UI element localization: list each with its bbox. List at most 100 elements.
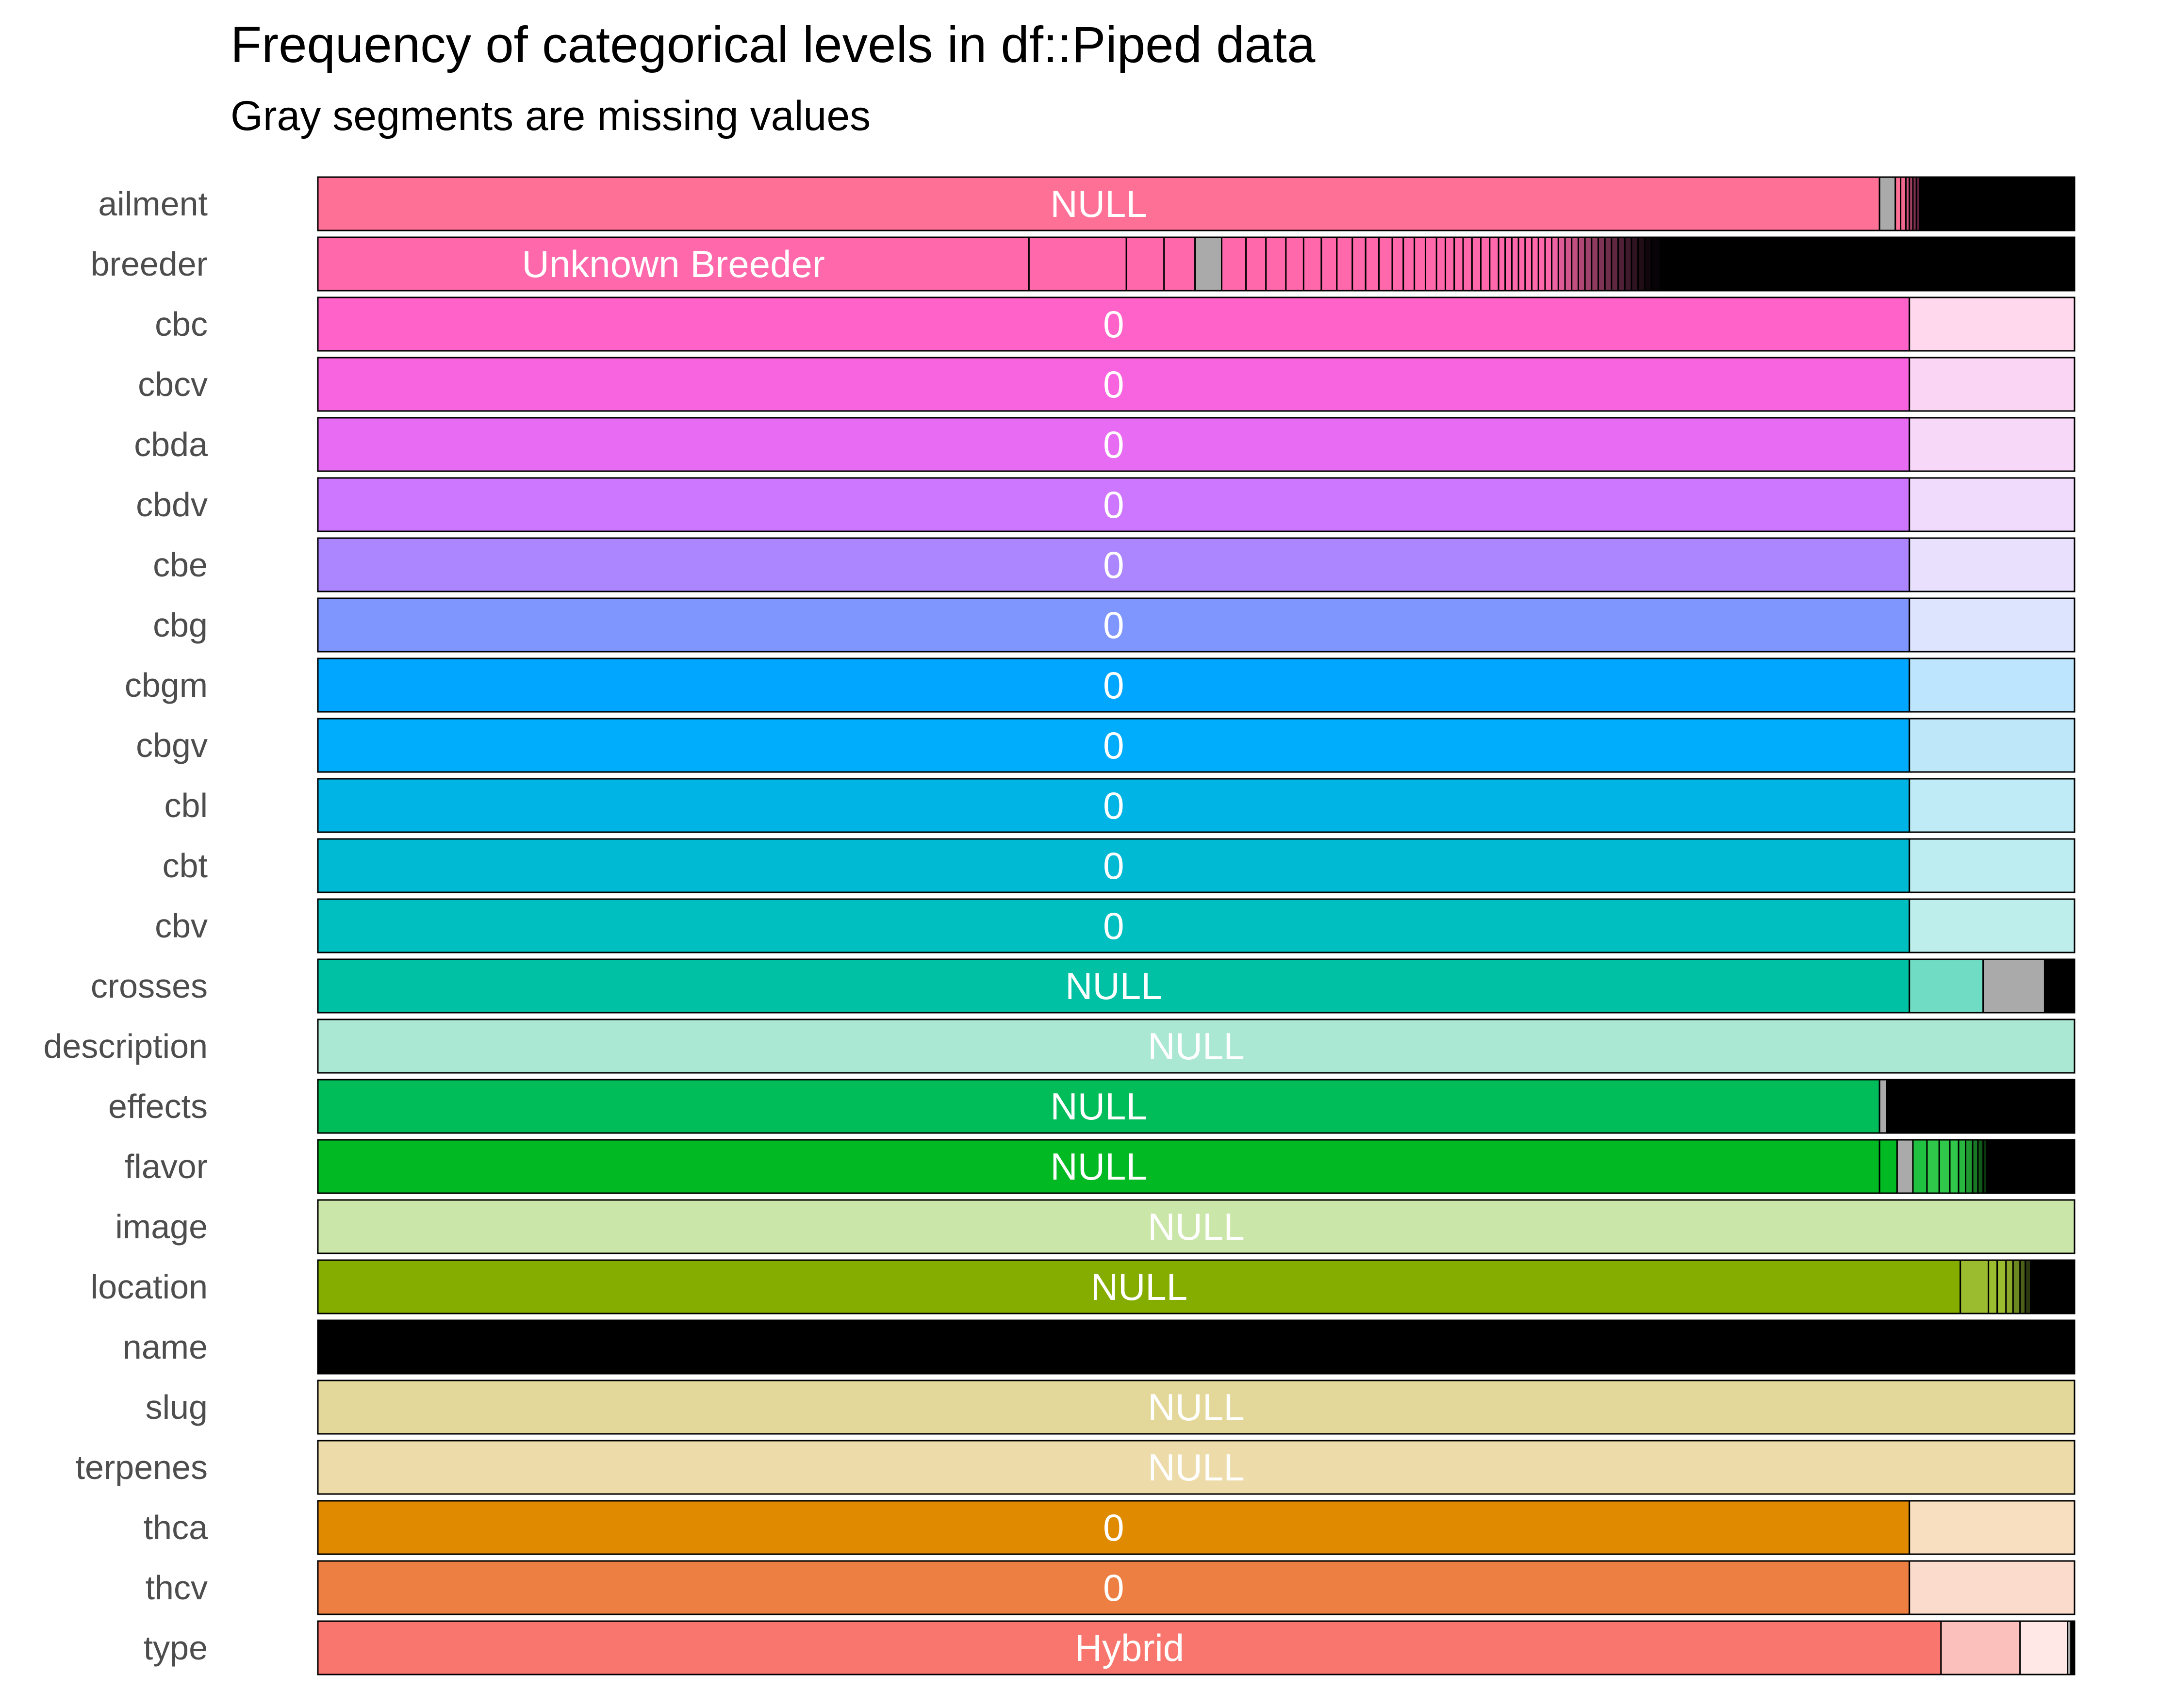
row-label-crosses: crosses (91, 967, 208, 1005)
segment-label-image: NULL (1148, 1205, 1244, 1248)
bar-segment-breeder-21 (1453, 236, 1464, 292)
bar-segment-breeder-20 (1445, 236, 1455, 292)
bar-segment-breeder-23 (1471, 236, 1482, 292)
bar-segment-location-1 (1960, 1259, 1990, 1314)
bar-segment-flavor-9 (1972, 1139, 1979, 1194)
bar-segment-effects-0 (317, 1079, 1880, 1134)
row-label-cbv: cbv (155, 907, 208, 945)
segment-label-effects: NULL (1050, 1085, 1147, 1128)
row-label-cbg: cbg (153, 606, 208, 644)
bar-segment-cbt-1 (1909, 838, 2075, 893)
row-label-cbl: cbl (165, 787, 208, 824)
bar-segment-crosses-1 (1909, 958, 1984, 1014)
bar-segment-breeder-9 (1302, 236, 1322, 292)
bar-segment-flavor-6 (1949, 1139, 1960, 1194)
segment-label-location: NULL (1091, 1265, 1187, 1308)
segment-label-thca: 0 (1103, 1506, 1124, 1549)
bar-segment-breeder-49 (1650, 236, 1661, 292)
bar-segment-breeder-24 (1480, 236, 1491, 292)
row-label-slug: slug (146, 1388, 208, 1426)
bar-segment-breeder-27 (1504, 236, 1513, 292)
segment-label-cbc: 0 (1103, 303, 1124, 345)
bar-segment-breeder-48 (1644, 236, 1652, 292)
bar-segment-image-0 (317, 1199, 2075, 1254)
bar-segment-breeder-0 (317, 236, 1030, 292)
bar-segment-cbda-0 (317, 417, 1910, 472)
row-label-location: location (91, 1268, 208, 1306)
bar-segment-location-2 (1988, 1259, 1998, 1314)
row-label-cbcv: cbcv (138, 365, 208, 403)
bar-segment-breeder-28 (1511, 236, 1519, 292)
segment-label-slug: NULL (1148, 1386, 1244, 1429)
bar-segment-cbdv-1 (1909, 477, 2075, 532)
bar-segment-breeder-13 (1365, 236, 1380, 292)
bar-segment-breeder-11 (1336, 236, 1353, 292)
bar-rows: ailment NULL breeder Unknown Breeder cbc 0 cbc… (43, 176, 2075, 1675)
bar-segment-breeder-17 (1414, 236, 1426, 292)
bar-segment-breeder-4 (1194, 236, 1222, 292)
segment-label-ailment: NULL (1050, 182, 1147, 225)
chart-title: Frequency of categorical levels in df::P… (231, 16, 1316, 73)
segment-label-cbda: 0 (1103, 423, 1124, 466)
segment-label-cbe: 0 (1103, 543, 1124, 586)
row-label-cbt: cbt (163, 847, 208, 885)
row-label-thca: thca (144, 1509, 208, 1546)
bar-segment-breeder-34 (1551, 236, 1559, 292)
bar-segment-type-2 (2019, 1620, 2069, 1675)
bar-segment-cbcv-1 (1909, 357, 2075, 412)
bar-segment-breeder-45 (1624, 236, 1632, 292)
segment-label-flavor: NULL (1050, 1145, 1147, 1188)
row-label-thcv: thcv (146, 1569, 208, 1607)
bar-segment-breeder-1 (1028, 236, 1127, 292)
bar-segment-breeder-7 (1265, 236, 1287, 292)
segment-label-cbl: 0 (1103, 784, 1124, 827)
bar-segment-breeder-42 (1604, 236, 1613, 292)
bar-segment-breeder-26 (1498, 236, 1506, 292)
bar-segment-thcv-0 (317, 1560, 1910, 1615)
segment-label-terpenes: NULL (1148, 1446, 1244, 1489)
row-label-image: image (115, 1208, 208, 1246)
bar-segment-location-6 (2019, 1259, 2026, 1314)
bar-segment-cbt-0 (317, 838, 1910, 893)
segment-label-cbdv: 0 (1103, 483, 1124, 526)
bar-segment-breeder-5 (1221, 236, 1247, 292)
bar-segment-flavor-5 (1938, 1139, 1951, 1194)
segment-label-cbgm: 0 (1103, 664, 1124, 706)
row-label-effects: effects (108, 1087, 208, 1125)
bar-segment-location-4 (2005, 1259, 2014, 1314)
bar-segment-breeder-50 (1659, 236, 2075, 292)
bar-segment-type-1 (1940, 1620, 2021, 1675)
bar-segment-cbda-1 (1909, 417, 2075, 472)
bar-segment-location-3 (1996, 1259, 2007, 1314)
row-label-type: type (144, 1629, 208, 1667)
bar-segment-ailment-3 (1900, 176, 1907, 231)
bar-segment-flavor-2 (1896, 1139, 1914, 1194)
bar-segment-breeder-2 (1125, 236, 1165, 292)
bar-segment-breeder-19 (1435, 236, 1447, 292)
bar-segment-cbc-0 (317, 296, 1910, 352)
bar-segment-flavor-1 (1878, 1139, 1898, 1194)
bar-segment-cbg-0 (317, 597, 1910, 653)
bar-segment-cbdv-0 (317, 477, 1910, 532)
segment-label-cbgv: 0 (1103, 724, 1124, 767)
bar-segment-breeder-33 (1544, 236, 1553, 292)
bar-segment-ailment-2 (1894, 176, 1902, 231)
bar-segment-breeder-18 (1424, 236, 1437, 292)
row-label-cbdv: cbdv (136, 486, 208, 524)
bar-segment-cbc-1 (1909, 296, 2075, 352)
bar-segment-ailment-1 (1878, 176, 1896, 231)
bar-segment-location-5 (2012, 1259, 2021, 1314)
bar-segment-description-0 (317, 1018, 2075, 1074)
segment-label-type: Hybrid (1075, 1626, 1184, 1669)
bar-segment-name-0 (317, 1319, 2075, 1375)
bar-segment-breeder-32 (1537, 236, 1546, 292)
segment-label-breeder: Unknown Breeder (522, 243, 824, 285)
bar-segment-cbv-0 (317, 898, 1910, 953)
bar-segment-breeder-8 (1285, 236, 1304, 292)
bar-segment-thca-1 (1909, 1500, 2075, 1555)
bar-segment-cbe-0 (317, 537, 1910, 592)
bar-segment-breeder-36 (1564, 236, 1573, 292)
bar-segment-breeder-14 (1378, 236, 1393, 292)
row-label-ailment: ailment (98, 185, 208, 223)
